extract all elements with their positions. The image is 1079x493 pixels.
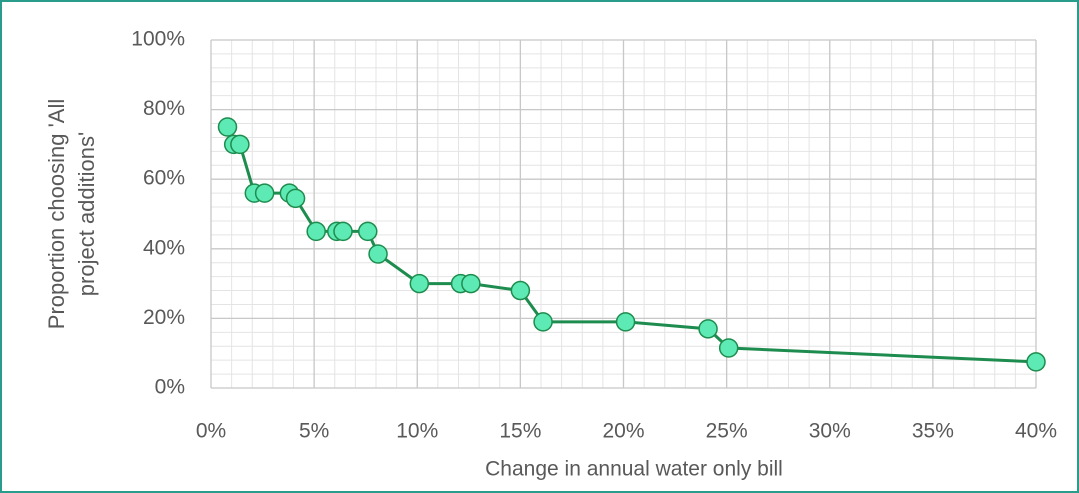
x-tick-label: 35% — [912, 420, 954, 443]
y-tick-label: 100% — [131, 28, 185, 51]
marker — [333, 221, 353, 242]
marker — [1026, 352, 1046, 372]
x-tick-label: 15% — [499, 420, 541, 443]
x-tick-label: 0% — [196, 420, 226, 443]
marker — [615, 312, 636, 332]
marker — [409, 273, 430, 294]
marker — [718, 338, 739, 358]
marker — [230, 134, 250, 155]
x-tick-label: 40% — [1015, 420, 1057, 443]
marker — [461, 273, 481, 294]
x-tick-label: 30% — [809, 420, 851, 443]
marker — [533, 312, 553, 332]
marker — [368, 244, 388, 264]
y-tick-label: 20% — [143, 306, 185, 329]
marker — [358, 221, 378, 242]
marker — [217, 117, 238, 137]
x-tick-label: 20% — [602, 420, 644, 443]
x-tick-label: 25% — [706, 420, 748, 443]
y-tick-label: 60% — [143, 167, 185, 190]
marker — [285, 188, 306, 209]
marker — [254, 183, 275, 203]
y-axis-label: Proportion choosing 'All — [44, 99, 69, 329]
marker — [698, 319, 718, 339]
y-tick-label: 40% — [143, 236, 185, 259]
y-axis-label: project additions' — [74, 132, 99, 296]
marker — [510, 280, 531, 301]
marker — [306, 221, 326, 242]
x-axis-label: Change in annual water only bill — [485, 458, 783, 481]
y-tick-label: 0% — [155, 376, 185, 399]
x-tick-label: 5% — [299, 420, 329, 443]
y-tick-label: 80% — [143, 97, 185, 120]
x-tick-label: 10% — [396, 420, 438, 443]
